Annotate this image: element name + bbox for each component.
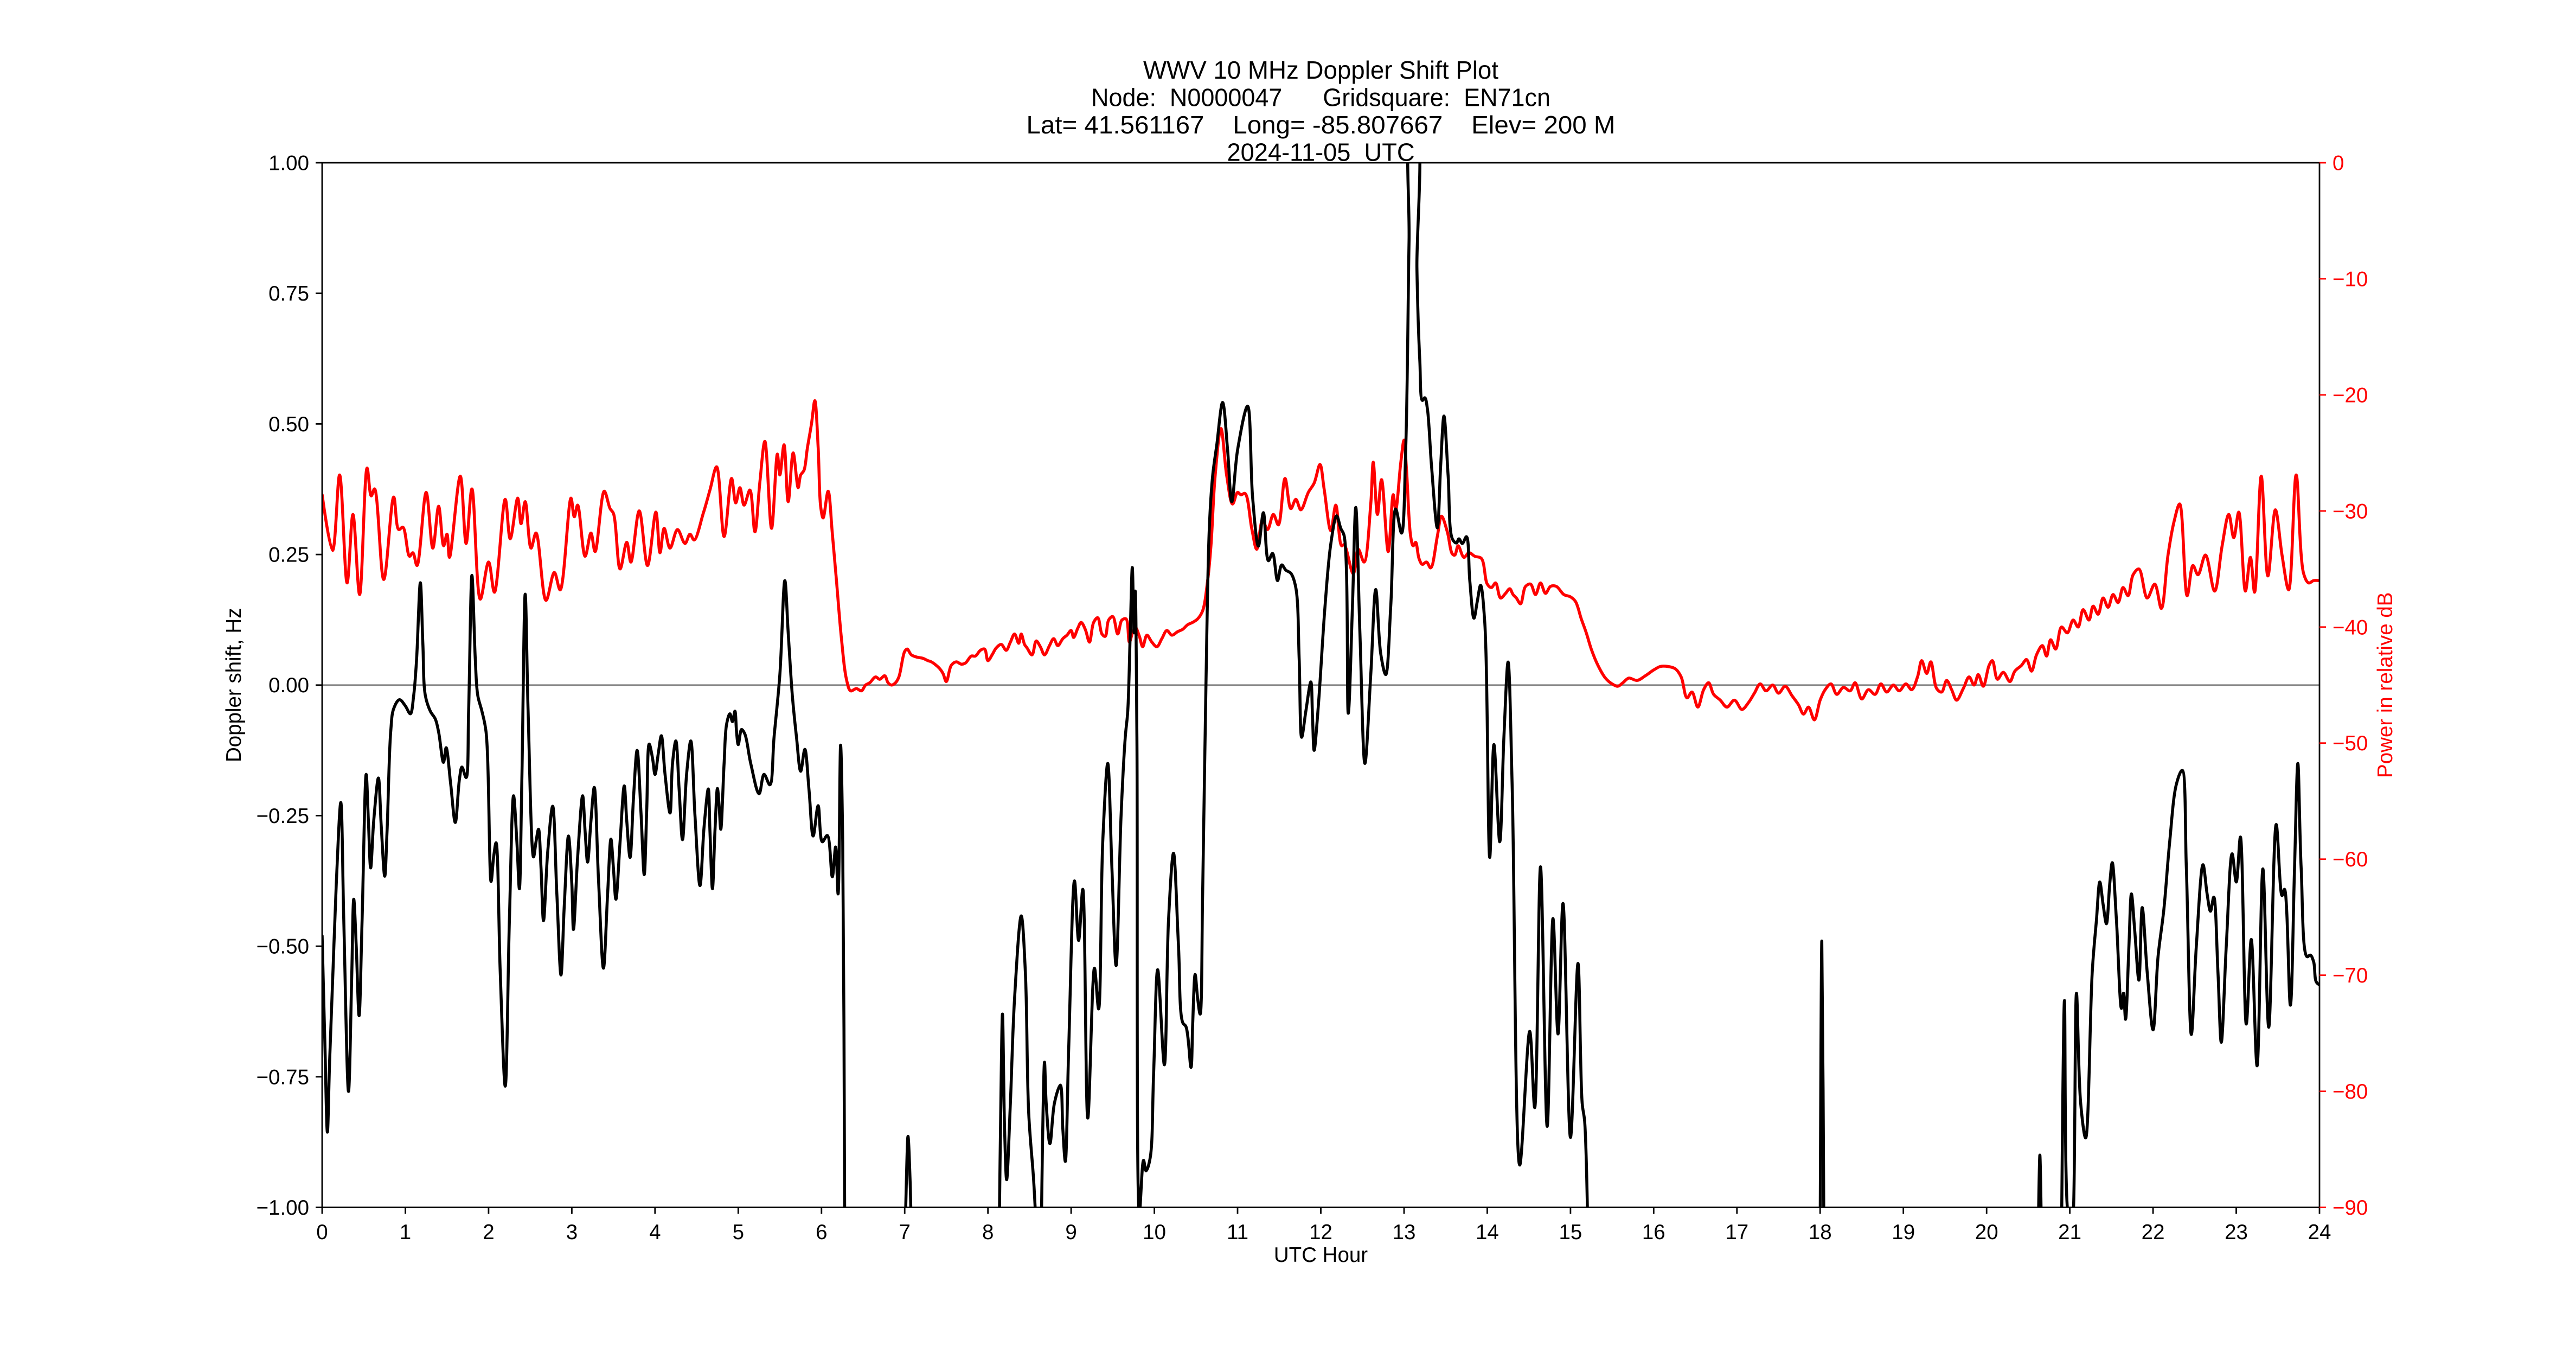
svg-text:21: 21 [2058,1221,2081,1244]
svg-text:0: 0 [316,1221,328,1244]
svg-text:−90: −90 [2333,1196,2368,1220]
svg-text:17: 17 [1725,1221,1748,1244]
svg-text:18: 18 [1809,1221,1832,1244]
svg-text:0: 0 [2333,152,2344,175]
svg-text:0.50: 0.50 [268,413,309,436]
svg-text:0.25: 0.25 [268,544,309,567]
svg-text:0.75: 0.75 [268,282,309,305]
svg-text:−80: −80 [2333,1080,2368,1103]
svg-text:11: 11 [1227,1221,1248,1244]
svg-text:0.00: 0.00 [268,674,309,697]
svg-text:1.00: 1.00 [268,152,309,175]
svg-text:−10: −10 [2333,267,2368,291]
svg-text:6: 6 [816,1221,827,1244]
svg-text:13: 13 [1393,1221,1416,1244]
svg-text:22: 22 [2142,1221,2165,1244]
svg-text:−0.50: −0.50 [257,935,309,959]
svg-text:Lat= 41.561167 Long= -85.80: Lat= 41.561167 Long= -85.807667 Elev= 20… [1027,111,1616,139]
svg-text:8: 8 [982,1221,994,1244]
svg-text:−20: −20 [2333,384,2368,407]
svg-text:10: 10 [1143,1221,1166,1244]
svg-text:1: 1 [400,1221,411,1244]
svg-text:4: 4 [649,1221,661,1244]
svg-text:Power in relative dB: Power in relative dB [2374,592,2397,778]
svg-text:12: 12 [1309,1221,1332,1244]
svg-text:−0.75: −0.75 [257,1065,309,1089]
svg-text:WWV 10 MHz Doppler Shift Plot: WWV 10 MHz Doppler Shift Plot [1143,56,1498,84]
svg-text:UTC Hour: UTC Hour [1274,1243,1368,1267]
svg-text:19: 19 [1892,1221,1915,1244]
svg-text:−60: −60 [2333,848,2368,871]
svg-text:2024-11-05 UTC: 2024-11-05 UTC [1227,138,1415,167]
svg-text:7: 7 [899,1221,910,1244]
svg-text:−1.00: −1.00 [257,1196,309,1220]
svg-text:20: 20 [1975,1221,1998,1244]
svg-text:23: 23 [2225,1221,2248,1244]
svg-text:Node: N0000047 Gridsquar: Node: N0000047 Gridsquare: EN71cn [1091,84,1550,112]
svg-text:24: 24 [2308,1221,2331,1244]
svg-text:−40: −40 [2333,616,2368,639]
svg-text:14: 14 [1476,1221,1499,1244]
svg-text:−70: −70 [2333,964,2368,987]
svg-text:−30: −30 [2333,500,2368,523]
svg-text:−50: −50 [2333,732,2368,755]
svg-text:15: 15 [1559,1221,1582,1244]
svg-text:9: 9 [1065,1221,1076,1244]
svg-text:3: 3 [566,1221,578,1244]
svg-text:−0.25: −0.25 [257,805,309,828]
svg-text:16: 16 [1642,1221,1665,1244]
svg-text:Doppler shift, Hz: Doppler shift, Hz [222,608,246,762]
svg-text:2: 2 [483,1221,494,1244]
svg-text:5: 5 [733,1221,744,1244]
